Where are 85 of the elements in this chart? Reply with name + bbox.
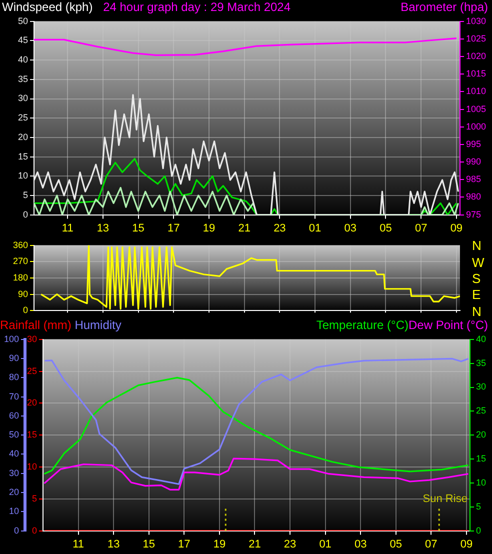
ref-line-label: Sun Rise: [422, 492, 468, 505]
y2-tick-label: 990: [466, 156, 482, 167]
text: N: [472, 304, 482, 319]
x-tick-label: 01: [308, 222, 322, 234]
y2-tick-label: 15: [476, 454, 486, 464]
x-tick-label: 17: [178, 538, 190, 550]
y-tick-label: 15: [18, 151, 28, 162]
x-tick-label: 11: [62, 222, 74, 234]
y2-axis-title: Barometer (hpa): [400, 0, 488, 14]
y-tick-label: 50: [18, 16, 28, 26]
y3-tick-label: 100: [4, 334, 20, 344]
y-tick-label: 25: [18, 112, 28, 123]
y2-tick-label: 1000: [466, 121, 486, 132]
text: E: [472, 287, 481, 302]
x-tick-label: 15: [132, 222, 144, 234]
y2-tick-label: 20: [476, 430, 486, 440]
x-tick-label: 13: [107, 538, 120, 550]
y-tick-label: 0: [32, 525, 38, 536]
y-tick-label: 35: [18, 74, 28, 84]
y2-tick-label: 995: [466, 138, 482, 149]
y2-tick-label: 5: [476, 501, 482, 512]
y2-tick-label: 30: [476, 382, 486, 392]
y-tick-label: 15: [27, 430, 38, 440]
y2-tick-label: 1015: [466, 68, 486, 79]
y-tick-label: 0: [22, 209, 28, 220]
y-tick-label: 270: [12, 256, 28, 266]
y2-tick-label: 975: [466, 209, 482, 220]
y2-tick-label: 25: [476, 406, 486, 416]
x-tick-label: 11: [72, 538, 84, 550]
y-axis-title: Windspeed (kph): [2, 0, 93, 14]
y2-tick-label: 1010: [466, 86, 486, 96]
y2-tick-label: 1020: [466, 51, 486, 62]
x-tick-label: 03: [354, 538, 367, 550]
x-tick-label: 21: [248, 538, 261, 550]
x-tick-label: 05: [390, 538, 402, 550]
text: W: [472, 254, 484, 270]
x-tick-label: 23: [274, 222, 286, 234]
y2-tick-label: 985: [466, 174, 482, 184]
y3-tick-label: 70: [9, 391, 20, 402]
y-tick-label: 10: [18, 170, 28, 181]
text: Humidity: [74, 318, 122, 332]
x-tick-label: 13: [96, 222, 110, 234]
x-tick-label: 07: [425, 538, 438, 550]
x-tick-label: 01: [319, 538, 332, 550]
text: N: [472, 238, 482, 254]
x-tick-label: 19: [213, 538, 226, 550]
chart-title: 24 hour graph day : 29 March 2024: [103, 0, 291, 14]
x-tick-label: 23: [284, 538, 296, 550]
y-tick-label: 5: [22, 190, 28, 200]
x-tick-label: 21: [238, 222, 250, 234]
text: S: [472, 271, 481, 286]
x-tick-label: 07: [414, 222, 428, 234]
y2-tick-label: 40: [476, 334, 486, 344]
y-tick-label: 25: [27, 366, 38, 376]
x-tick-label: 17: [168, 222, 180, 234]
y3-tick-label: 60: [9, 410, 20, 420]
y-tick-label: 0: [22, 305, 28, 316]
y-tick-label: 5: [32, 493, 38, 504]
x-tick-label: 19: [202, 222, 216, 234]
y2-tick-label: 35: [476, 358, 486, 368]
y-tick-label: 360: [12, 240, 28, 250]
y-tick-label: 20: [18, 132, 28, 142]
y2-tick-label: 10: [476, 477, 486, 488]
y2-tick-label: 1005: [466, 104, 486, 114]
text: Rainfall (mm): [0, 318, 72, 332]
y-tick-label: 180: [12, 272, 28, 282]
y3-tick-label: 80: [9, 372, 20, 382]
y-tick-label: 30: [18, 93, 28, 104]
text: Dew Point (°C): [408, 318, 488, 332]
y2-tick-label: 0: [476, 525, 482, 536]
y2-tick-label: 980: [466, 192, 482, 202]
y-tick-label: 30: [27, 334, 38, 344]
y-tick-label: 20: [27, 398, 38, 408]
x-tick-label: 09: [450, 222, 463, 234]
y2-tick-label: 1025: [466, 33, 486, 44]
x-tick-label: 03: [344, 222, 357, 234]
y-tick-label: 40: [18, 54, 28, 65]
text: Temperature (°C): [316, 318, 409, 332]
x-tick-label: 15: [142, 538, 156, 550]
y2-tick-label: 1030: [466, 16, 486, 26]
x-tick-label: 05: [380, 222, 392, 234]
x-tick-label: 09: [460, 538, 473, 550]
y-tick-label: 90: [18, 288, 28, 299]
y-tick-label: 45: [18, 35, 28, 46]
y-tick-label: 10: [27, 461, 38, 472]
